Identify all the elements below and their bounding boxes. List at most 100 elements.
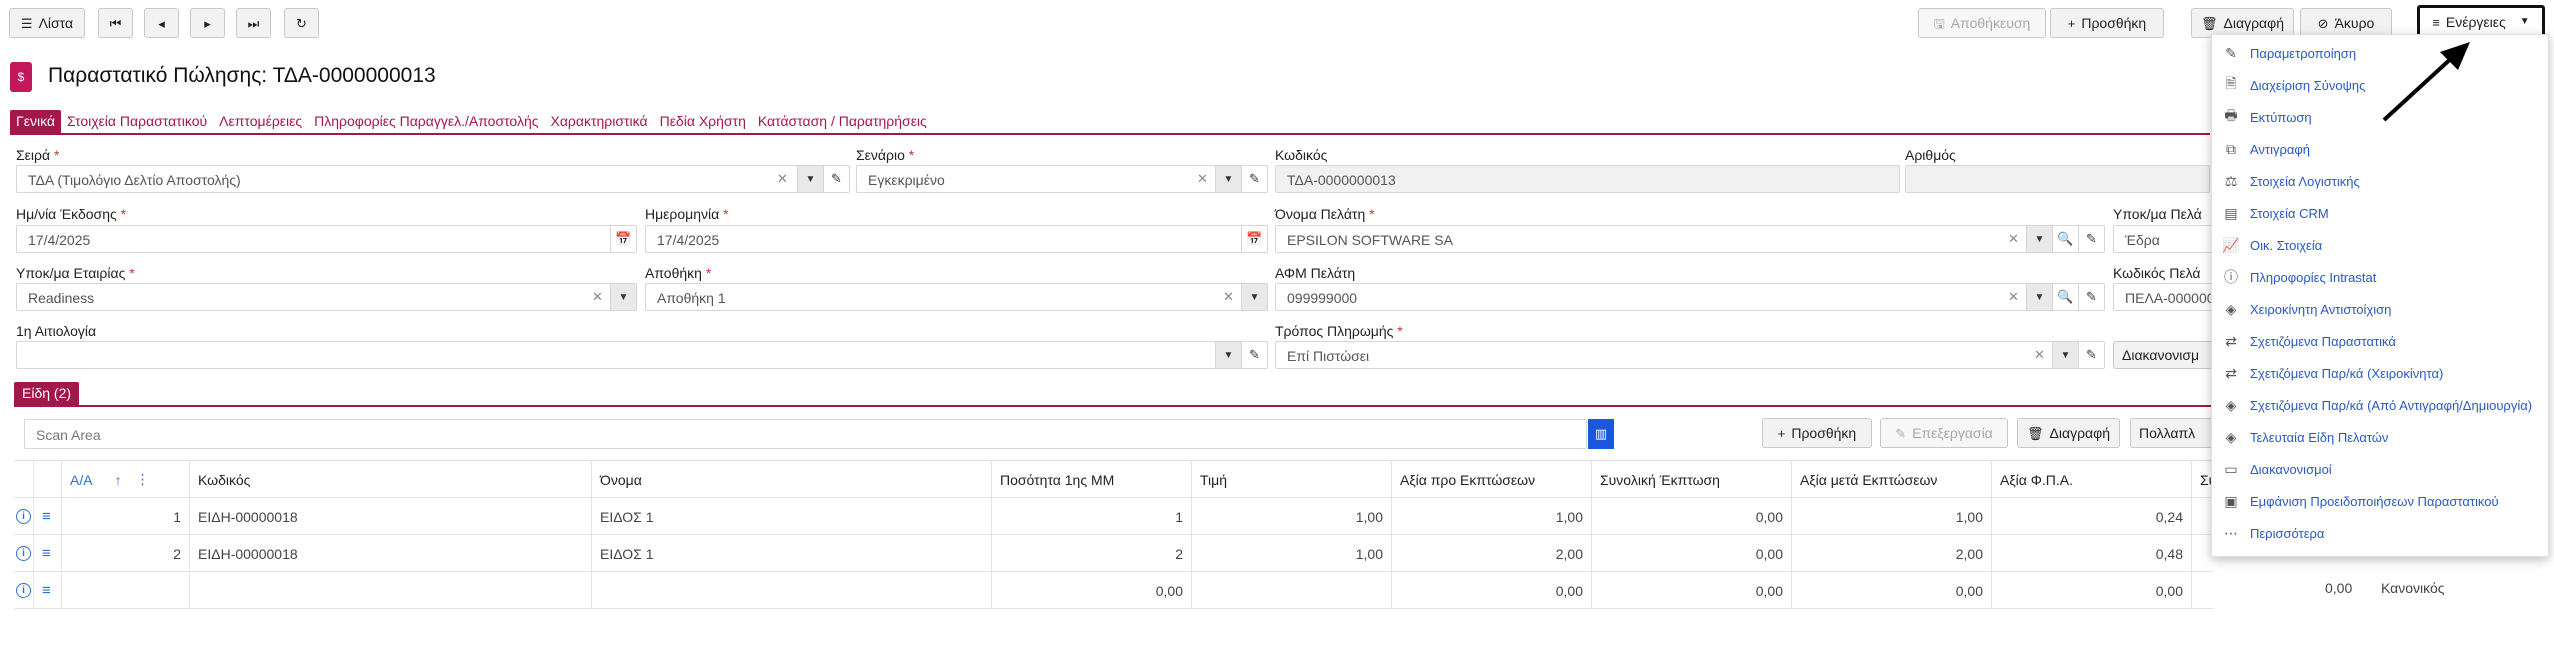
item-multiple-button[interactable]: Πολλαπλ: [2130, 418, 2214, 448]
clear-icon[interactable]: ✕: [2008, 289, 2019, 304]
dropdown-button[interactable]: ▼: [2052, 342, 2078, 368]
first-record-button[interactable]: ⏮: [98, 8, 133, 38]
edit-icon[interactable]: ✎: [1241, 166, 1267, 192]
item-edit-button[interactable]: ✎ Επεξεργασία: [1880, 418, 2008, 448]
info-icon[interactable]: i: [16, 509, 31, 524]
row-menu-icon[interactable]: ≡: [42, 508, 51, 525]
column-header-vat[interactable]: Αξία Φ.Π.Α.: [1992, 461, 2192, 498]
tab-status-notes[interactable]: Κατάσταση / Παρατηρήσεις: [757, 113, 927, 129]
column-header-aa[interactable]: Α/Α ↑ ⋮: [62, 461, 190, 498]
payment-method-field[interactable]: Επί Πιστώσει ✕ ▼ ✎: [1275, 341, 2105, 369]
last-record-button[interactable]: ⏭: [236, 8, 271, 38]
column-menu-icon[interactable]: ⋮: [135, 471, 150, 487]
table-row[interactable]: i ≡ 1 ΕΙΔΗ-00000018 ΕΙΔΟΣ 1 1 1,00 1,00 …: [14, 498, 2214, 535]
calendar-icon[interactable]: 📅: [610, 226, 636, 252]
row-menu-icon[interactable]: ≡: [42, 582, 51, 599]
menu-item-related-docs[interactable]: ⇄ Σχετιζόμενα Παραστατικά: [2212, 325, 2550, 357]
reason-field[interactable]: ▼ ✎: [16, 341, 1268, 369]
next-record-button[interactable]: ▸: [190, 8, 225, 38]
column-header-gross[interactable]: Αξία προ Εκπτώσεων: [1392, 461, 1592, 498]
dropdown-button[interactable]: ▼: [1215, 166, 1241, 192]
column-header-net[interactable]: Αξία μετά Εκπτώσεων: [1792, 461, 1992, 498]
info-icon[interactable]: i: [16, 546, 31, 561]
scenario-field[interactable]: Εγκεκριμένο ✕ ▼ ✎: [856, 165, 1268, 193]
issue-date-field[interactable]: 17/4/2025 📅: [16, 225, 637, 253]
menu-item-manual-match[interactable]: ◈ Χειροκίνητη Αντιστοίχιση: [2212, 293, 2550, 325]
barcode-button[interactable]: ▥: [1588, 419, 1614, 449]
tab-details[interactable]: Λεπτομέρειες: [219, 113, 303, 129]
clear-icon[interactable]: ✕: [592, 289, 603, 304]
menu-item-warnings[interactable]: ▣ Εμφάνιση Προειδοποιήσεων Παραστατικού: [2212, 485, 2550, 517]
menu-item-intrastat[interactable]: ⓘ Πληροφορίες Intrastat: [2224, 269, 2377, 285]
dropdown-button[interactable]: ▼: [2026, 284, 2052, 310]
list-button[interactable]: ☰ Λίστα: [9, 8, 85, 38]
previous-record-button[interactable]: ◂: [144, 8, 179, 38]
row-menu-icon[interactable]: ≡: [42, 545, 51, 562]
warehouse-field[interactable]: Αποθήκη 1 ✕ ▼: [645, 283, 1268, 311]
number-field[interactable]: [1905, 165, 2210, 193]
menu-item-related-copy[interactable]: ◈ Σχετιζόμενα Παρ/κά (Από Αντιγραφή/Δημιο…: [2212, 389, 2550, 421]
sort-asc-icon[interactable]: ↑: [114, 471, 122, 488]
tab-attributes[interactable]: Χαρακτηριστικά: [550, 113, 648, 129]
code-field[interactable]: ΤΔΑ-0000000013: [1275, 165, 1900, 193]
date-field[interactable]: 17/4/2025 📅: [645, 225, 1268, 253]
edit-icon[interactable]: ✎: [1241, 342, 1267, 368]
menu-item-copy[interactable]: ⧉ Αντιγραφή: [2212, 133, 2550, 165]
menu-item-crm[interactable]: ▤ Στοιχεία CRM: [2212, 197, 2550, 229]
menu-item-print[interactable]: 🖶 Εκτύπωση: [2212, 101, 2550, 133]
edit-icon[interactable]: ✎: [2078, 226, 2104, 252]
edit-icon[interactable]: ✎: [2078, 342, 2104, 368]
column-header-name[interactable]: Όνομα: [592, 461, 992, 498]
menu-item-related-manual[interactable]: ⇄ Σχετιζόμενα Παρ/κά (Χειροκίνητα): [2212, 357, 2550, 389]
menu-item-last-items[interactable]: ◈ Τελευταία Είδη Πελατών: [2212, 421, 2550, 453]
column-header-code[interactable]: Κωδικός: [190, 461, 592, 498]
dropdown-button[interactable]: ▼: [2026, 226, 2052, 252]
actions-button[interactable]: ≡ Ενέργειες ▼: [2417, 5, 2545, 39]
company-branch-field[interactable]: Readiness ✕ ▼: [16, 283, 637, 311]
search-icon[interactable]: 🔍: [2052, 284, 2078, 310]
column-header-qty[interactable]: Ποσότητα 1ης ΜΜ: [992, 461, 1192, 498]
tab-document-info[interactable]: Στοιχεία Παραστατικού: [67, 113, 208, 129]
table-row[interactable]: i ≡ 2 ΕΙΔΗ-00000018 ΕΙΔΟΣ 1 2 1,00 2,00 …: [14, 535, 2214, 572]
item-add-button[interactable]: + Προσθήκη: [1762, 418, 1872, 448]
refresh-button[interactable]: ↻: [284, 8, 319, 38]
item-delete-button[interactable]: 🗑 Διαγραφή: [2017, 418, 2120, 448]
customer-code-field[interactable]: ΠΕΛΑ-000000: [2113, 283, 2215, 311]
clear-icon[interactable]: ✕: [2008, 231, 2019, 246]
menu-item-settlements[interactable]: ▭ Διακανονισμοί: [2212, 453, 2550, 485]
clear-icon[interactable]: ✕: [2034, 347, 2045, 362]
customer-name-field[interactable]: EPSILON SOFTWARE SA ✕ ▼ 🔍 ✎: [1275, 225, 2105, 253]
items-tab[interactable]: Είδη (2): [14, 382, 80, 406]
info-icon[interactable]: i: [16, 583, 31, 598]
dropdown-button[interactable]: ▼: [1241, 284, 1267, 310]
clear-icon[interactable]: ✕: [1223, 289, 1234, 304]
clear-icon[interactable]: ✕: [1197, 171, 1208, 186]
calendar-icon[interactable]: 📅: [1241, 226, 1267, 252]
menu-item-summary[interactable]: 🗎 Διαχείριση Σύνοψης: [2212, 69, 2550, 101]
dropdown-button[interactable]: ▼: [610, 284, 636, 310]
edit-icon[interactable]: ✎: [2078, 284, 2104, 310]
add-button[interactable]: + Προσθήκη: [2050, 8, 2164, 38]
search-icon[interactable]: 🔍: [2052, 226, 2078, 252]
menu-item-more[interactable]: ⋯ Περισσότερα: [2224, 524, 2325, 541]
tab-general[interactable]: Γενικά: [10, 110, 61, 134]
save-button[interactable]: 🖫 Αποθήκευση: [1918, 8, 2046, 38]
menu-item-financial[interactable]: 📈 Οικ. Στοιχεία: [2222, 236, 2323, 253]
cancel-button[interactable]: ⊘ Άκυρο: [2300, 8, 2392, 38]
scan-area-input[interactable]: Scan Area: [24, 419, 1587, 449]
column-header-price[interactable]: Τιμή: [1192, 461, 1392, 498]
settlements-button[interactable]: Διακανονισμ: [2113, 341, 2213, 369]
edit-icon[interactable]: ✎: [823, 166, 849, 192]
tab-user-fields[interactable]: Πεδία Χρήστη: [659, 113, 746, 129]
dropdown-button[interactable]: ▼: [797, 166, 823, 192]
column-header-discount[interactable]: Συνολική Έκπτωση: [1592, 461, 1792, 498]
tab-order-shipping[interactable]: Πληροφορίες Παραγγελ./Αποστολής: [314, 113, 539, 129]
menu-item-customize[interactable]: ✎ Παραμετροποίηση: [2212, 37, 2550, 69]
clear-icon[interactable]: ✕: [777, 171, 788, 186]
delete-button[interactable]: 🗑 Διαγραφή: [2191, 8, 2294, 38]
dropdown-button[interactable]: ▼: [1215, 342, 1241, 368]
menu-item-accounting[interactable]: ⚖ Στοιχεία Λογιστικής: [2212, 165, 2550, 197]
customer-vat-field[interactable]: 099999000 ✕ ▼ 🔍 ✎: [1275, 283, 2105, 311]
series-field[interactable]: ΤΔΑ (Τιμολόγιο Δελτίο Αποστολής) ✕ ▼ ✎: [16, 165, 850, 193]
customer-branch-field[interactable]: Έδρα: [2113, 225, 2213, 253]
